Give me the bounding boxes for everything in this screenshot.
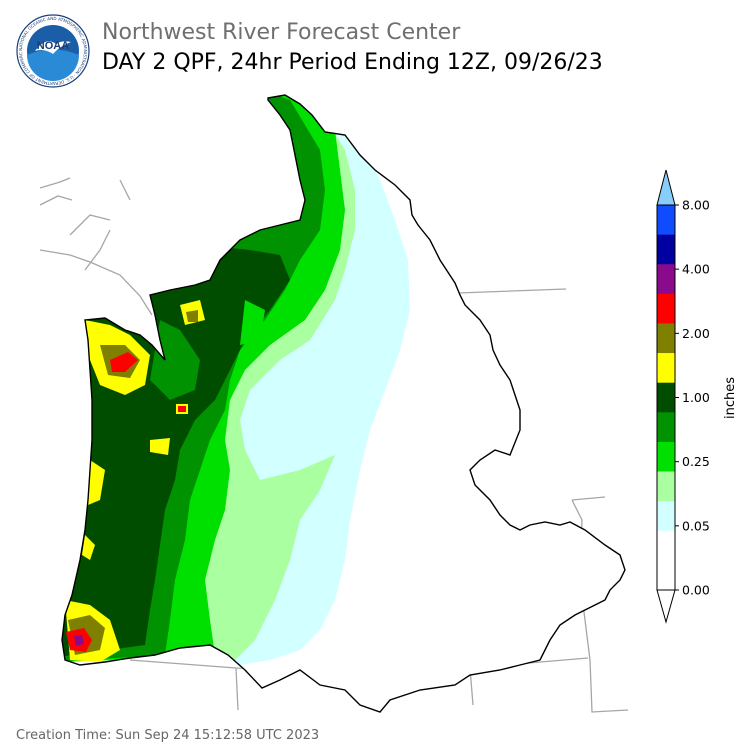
colorbar-bin [657, 264, 675, 295]
colorbar-bin [657, 205, 675, 235]
colorbar-ticks: 8.00 4.00 2.00 1.00 0.25 0.05 0.00 [675, 198, 710, 598]
colorbar-bin [657, 382, 675, 413]
colorbar-tick-label: 0.05 [682, 518, 710, 533]
logo-water [27, 49, 79, 81]
colorbar-bin [657, 234, 675, 265]
logo-gull [35, 41, 71, 54]
colorbar-bin [657, 530, 675, 561]
colorbar-bin [657, 560, 675, 591]
colorbar-bin [657, 353, 675, 383]
logo-text: NOAA [37, 40, 69, 52]
colorbar-bin [657, 441, 675, 472]
qpf-zone-400 [74, 635, 84, 646]
colorbar-bin [657, 323, 675, 354]
chart-title: Northwest River Forecast Center [102, 20, 461, 45]
colorbar-top-arrow [656, 169, 676, 206]
colorbar-tick-label: 0.00 [682, 583, 710, 598]
creation-time: Creation Time: Sun Sep 24 15:12:58 UTC 2… [16, 728, 320, 743]
colorbar-bin [657, 501, 675, 532]
colorbar-tick-label: 1.00 [682, 390, 710, 405]
colorbar-tick-label: 0.25 [682, 454, 710, 469]
colorbar-bins [657, 205, 675, 591]
qpf-zone-200 [110, 352, 138, 372]
colorbar-unit-label: inches [723, 377, 738, 419]
chart-subtitle: DAY 2 QPF, 24hr Period Ending 12Z, 09/26… [102, 50, 603, 75]
noaa-logo: NOAA NATIONAL OCEANIC AND ATMOSPHERIC AD… [16, 14, 90, 88]
colorbar-bin [657, 412, 675, 443]
colorbar-tick-label: 8.00 [682, 198, 710, 213]
colorbar-tick-label: 4.00 [682, 262, 710, 277]
colorbar-bin [657, 471, 675, 502]
colorbar-bin [657, 293, 675, 324]
colorbar-tick-label: 2.00 [682, 326, 710, 341]
colorbar-bottom-arrow [656, 589, 676, 624]
